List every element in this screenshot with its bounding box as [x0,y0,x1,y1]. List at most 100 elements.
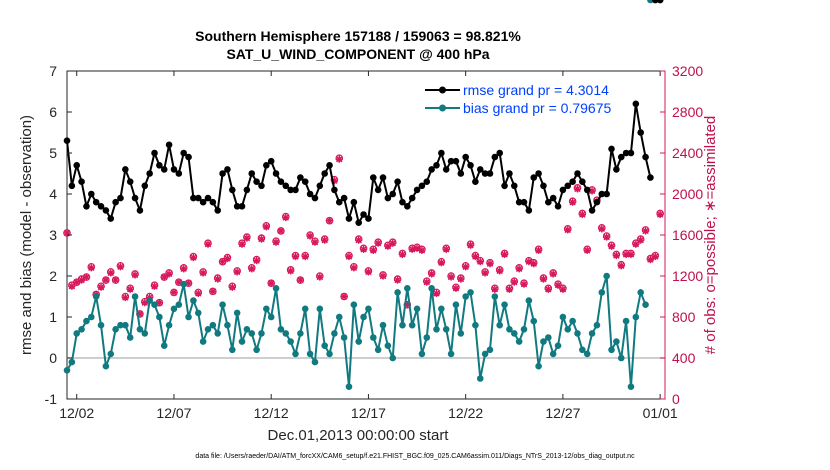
obs-assimilated-point [544,285,552,293]
bias-point [642,301,649,309]
rmse-point [287,186,294,194]
bias-point [583,350,591,358]
rmse-point [88,190,95,198]
bias-point [306,350,314,358]
obs-assimilated-point [282,213,290,222]
obs-assimilated-point [423,278,431,286]
bias-point [510,330,518,337]
bias-point [520,326,528,333]
y-right-tick-label: 1600 [672,227,703,243]
obs-assimilated-point [578,210,586,219]
rmse-point [559,186,567,194]
obs-assimilated-point [646,256,655,264]
x-tick-label: 12/02 [59,405,94,421]
rmse-point [608,145,615,153]
bias-point [472,321,479,329]
rmse-point [204,194,212,202]
bias-point [365,305,372,313]
bias-point [185,313,192,321]
bias-point [389,354,397,362]
legend: rmse grand pr = 4.3014 bias grand pr = 0… [425,82,611,116]
bias-point [355,338,363,345]
legend-bias-marker [439,104,446,112]
rmse-point [243,186,251,194]
bias-point [525,297,533,304]
rmse-point [350,198,358,206]
rmse-point [233,203,241,210]
rmse-point [472,178,479,185]
obs-assimilated-point [432,289,441,298]
obs-assimilated-point [481,269,489,277]
obs-assimilated-point [287,267,295,275]
rmse-point [583,186,591,194]
rmse-point [136,207,144,214]
rmse-point [185,153,192,161]
y-tick-label: 3 [49,227,57,243]
bias-point [199,338,207,345]
rmse-point [321,170,328,177]
rmse-point [229,186,236,194]
rmse-point [151,149,158,157]
rmse-point [282,182,290,190]
bias-point [530,317,538,325]
rmse-point [593,198,601,206]
obs-assimilated-point [612,251,620,260]
bias-point [175,301,183,309]
obs-assimilated-point [408,245,416,253]
obs-assimilated-point [209,287,217,295]
rmse-point [642,153,649,161]
x-tick-label: 12/07 [156,405,191,421]
bias-point [588,330,596,337]
obs-assimilated-point [165,270,173,278]
obs-assimilated-point [505,285,514,293]
obs-assimilated-point [301,252,309,261]
rmse-point [263,162,270,169]
bias-point [554,342,562,350]
obs-assimilated-point [369,246,377,254]
x-tick-label: 12/22 [448,405,483,421]
obs-assimilated-point [170,288,178,296]
obs-assimilated-series [63,155,664,318]
bias-point [462,293,469,300]
rmse-point [272,170,280,177]
legend-rmse-label: rmse grand pr = 4.3014 [463,82,609,98]
bias-point [311,358,319,366]
bias-point [340,334,348,341]
bias-point [282,330,290,337]
obs-assimilated-point [340,292,348,301]
rmse-point [190,194,197,202]
rmse-point [588,207,596,214]
bias-point [438,305,445,313]
obs-assimilated-point [462,263,470,271]
bias-point [92,293,100,300]
bias-point [126,334,134,341]
rmse-point [438,149,445,157]
obs-assimilated-point [321,236,329,244]
rmse-point [603,190,610,198]
obs-assimilated-point [350,264,358,272]
rmse-point [452,157,460,165]
y-right-tick-label: 400 [672,350,696,366]
rmse-point [579,178,586,185]
obs-assimilated-point [398,250,407,259]
obs-assimilated-point [150,282,159,290]
y-tick-label: -1 [45,391,58,407]
obs-assimilated-point [160,273,168,281]
obs-assimilated-point [500,250,509,259]
obs-assimilated-point [442,245,450,253]
rmse-point [126,178,134,185]
rmse-point [214,207,222,214]
rmse-point [301,178,309,185]
rmse-point [457,170,465,177]
legend-bias-label: bias grand pr = 0.79675 [463,100,611,116]
bias-point [83,317,90,325]
obs-assimilated-point [194,289,202,298]
bias-point [486,346,494,354]
bias-point [598,289,606,296]
obs-assimilated-point [641,227,650,235]
rmse-point [238,203,246,210]
x-axis-label: Dec.01,2013 00:00:00 start [268,427,450,444]
rmse-point [476,166,484,173]
rmse-point [156,162,163,169]
bias-point [545,334,552,341]
